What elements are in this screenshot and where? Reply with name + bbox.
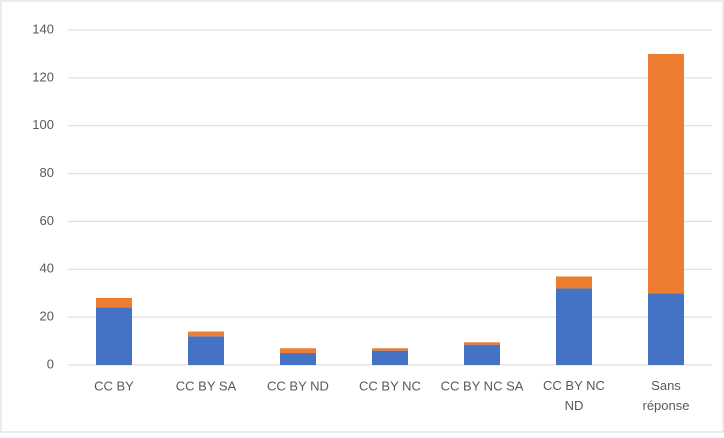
bar-segment — [280, 353, 316, 365]
bar-segment — [188, 331, 224, 337]
y-tick-label: 40 — [40, 261, 54, 276]
bar-segment — [464, 344, 500, 365]
x-tick-label: CC BY NC SA — [441, 378, 524, 393]
y-tick-label: 140 — [32, 21, 54, 36]
bar-segment — [648, 293, 684, 365]
x-tick-label: CC BY ND — [267, 378, 329, 393]
bar-segment — [372, 348, 408, 351]
bar-segment — [188, 336, 224, 365]
y-tick-label: 0 — [47, 356, 54, 371]
x-tick-label: CC BY NC ND — [543, 378, 605, 413]
x-tick-label: CC BY NC — [359, 378, 421, 393]
y-tick-label: 100 — [32, 117, 54, 132]
bar-segment — [648, 53, 684, 294]
bar-segment — [464, 342, 500, 345]
bar-segment — [96, 307, 132, 365]
x-tick-label: CC BY SA — [176, 378, 237, 393]
y-tick-label: 20 — [40, 309, 54, 324]
y-tick-label: 80 — [40, 165, 54, 180]
y-tick-label: 120 — [32, 69, 54, 84]
bar-segment — [556, 288, 592, 365]
bar-segment — [280, 348, 316, 354]
x-tick-label: Sans réponse — [643, 378, 690, 413]
bar-segment — [96, 298, 132, 308]
x-tick-label: CC BY — [94, 378, 134, 393]
bar-segment — [372, 350, 408, 365]
y-tick-label: 60 — [40, 213, 54, 228]
bar-segment — [556, 276, 592, 289]
